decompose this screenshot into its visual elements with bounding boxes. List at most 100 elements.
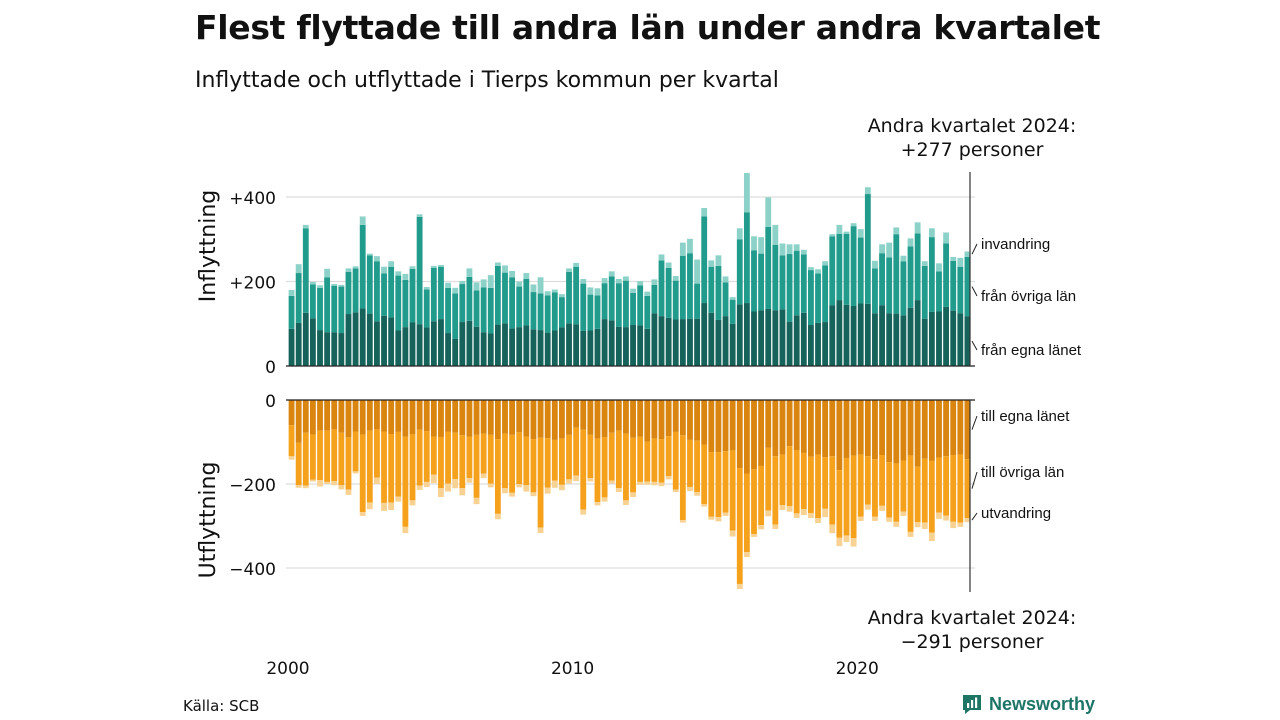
inflow-bar-från-övriga-län — [843, 233, 850, 305]
outflow-bar-till-egna-länet — [523, 400, 530, 437]
outflow-bar-utvandring — [509, 492, 516, 497]
newsworthy-logo-icon — [963, 695, 981, 714]
outflow-bar-till-egna-länet — [928, 400, 935, 461]
inflow-bar-invandring — [523, 273, 530, 279]
outflow-bar-utvandring — [829, 524, 836, 534]
inflow-bar-från-egna-länet — [523, 325, 530, 366]
inflow-series-label: invandring — [981, 236, 1050, 253]
outflow-tick-label: −200 — [229, 476, 276, 496]
outflow-bar-utvandring — [558, 484, 565, 491]
outflow-bar-till-egna-länet — [324, 400, 331, 431]
outflow-bar-till-övriga-län — [487, 434, 494, 484]
inflow-bar-invandring — [843, 231, 850, 234]
outflow-bar-till-egna-länet — [957, 400, 964, 455]
outflow-bar-till-övriga-län — [786, 446, 793, 507]
outflow-bar-till-övriga-län — [679, 435, 686, 521]
inflow-bar-från-övriga-län — [687, 253, 693, 319]
outflow-bar-till-övriga-län — [822, 457, 829, 509]
outflow-bar-utvandring — [430, 474, 437, 484]
outflow-bar-till-egna-länet — [317, 400, 323, 431]
inflow-bar-från-övriga-län — [658, 260, 665, 317]
outflow-bar-till-övriga-län — [402, 436, 409, 527]
outflow-bar-till-övriga-län — [573, 427, 580, 476]
outflow-bar-till-egna-länet — [459, 400, 466, 436]
inflow-bar-från-egna-länet — [793, 315, 800, 366]
outflow-bar-till-övriga-län — [409, 434, 416, 501]
outflow-bar-till-övriga-län — [295, 442, 302, 486]
inflow-bar-invandring — [338, 284, 345, 287]
inflow-bar-från-egna-länet — [722, 316, 729, 366]
outflow-bar-till-egna-länet — [715, 400, 722, 453]
outflow-bar-till-övriga-län — [338, 432, 345, 486]
outflow-bar-till-egna-länet — [793, 400, 800, 451]
inflow-bar-från-övriga-län — [850, 226, 857, 306]
inflow-bar-från-egna-länet — [288, 328, 295, 366]
inflow-bar-från-övriga-län — [374, 261, 380, 322]
inflow-bar-invandring — [836, 224, 843, 234]
outflow-bar-utvandring — [672, 489, 679, 492]
outflow-bar-till-egna-länet — [893, 400, 900, 464]
outflow-bar-till-egna-länet — [779, 400, 786, 455]
outflow-bar-utvandring — [423, 481, 430, 487]
outflow-bar-till-övriga-län — [594, 438, 601, 503]
outflow-bar-till-övriga-län — [651, 438, 658, 482]
outflow-bar-utvandring — [381, 502, 387, 511]
outflow-bar-utvandring — [936, 512, 942, 519]
outflow-bar-utvandring — [374, 477, 380, 484]
outflow-bar-till-egna-länet — [309, 400, 316, 435]
inflow-bar-från-övriga-län — [679, 255, 686, 320]
inflow-bar-invandring — [879, 244, 885, 254]
inflow-bar-invandring — [765, 197, 772, 227]
inflow-bar-från-egna-länet — [672, 319, 679, 366]
inflow-bar-från-egna-länet — [687, 318, 693, 366]
outflow-bar-till-egna-länet — [601, 400, 608, 437]
outflow-bar-till-övriga-län — [566, 434, 572, 480]
inflow-bar-från-egna-länet — [487, 333, 494, 366]
outflow-bar-till-övriga-län — [964, 459, 971, 519]
inflow-bar-invandring — [886, 242, 893, 258]
outflow-bar-till-egna-länet — [857, 400, 864, 455]
inflow-bar-invandring — [943, 232, 950, 244]
outflow-bar-utvandring — [494, 513, 501, 520]
inflow-bar-invandring — [921, 261, 928, 266]
inflow-bar-invandring — [594, 288, 601, 296]
inflow-bar-från-övriga-län — [295, 273, 302, 323]
inflow-bar-från-övriga-län — [459, 284, 466, 323]
inflow-bar-från-övriga-län — [630, 292, 636, 326]
inflow-bar-invandring — [758, 237, 765, 254]
outflow-bar-till-egna-länet — [644, 400, 651, 442]
outflow-bar-till-övriga-län — [466, 436, 473, 479]
inflow-bar-invandring — [580, 278, 587, 284]
inflow-bar-från-egna-länet — [438, 319, 444, 366]
inflow-bar-från-egna-länet — [907, 307, 914, 366]
outflow-bar-utvandring — [822, 508, 829, 518]
outflow-bar-till-egna-länet — [587, 400, 594, 435]
outflow-bar-till-övriga-län — [715, 452, 722, 518]
inflow-bar-invandring — [381, 266, 387, 274]
inflow-bar-från-övriga-län — [964, 257, 971, 317]
outflow-bar-till-övriga-län — [836, 470, 843, 538]
outflow-bar-till-egna-länet — [815, 400, 821, 455]
source-note: Källa: SCB — [183, 697, 260, 715]
outflow-bar-utvandring — [573, 475, 580, 482]
inflow-label-leader — [971, 286, 978, 297]
outflow-bar-utvandring — [715, 517, 722, 522]
outflow-bar-utvandring — [395, 496, 402, 502]
inflow-bar-från-egna-länet — [921, 318, 928, 366]
outflow-bar-utvandring — [687, 486, 693, 492]
outflow-axis-title: Utflyttning — [196, 462, 221, 579]
outflow-bar-till-egna-länet — [843, 400, 850, 458]
inflow-bar-från-egna-länet — [309, 318, 316, 366]
outflow-bar-till-övriga-län — [530, 439, 537, 493]
inflow-bar-från-egna-länet — [359, 308, 366, 366]
inflow-bar-från-övriga-län — [324, 277, 331, 333]
outflow-bar-till-egna-länet — [914, 400, 921, 467]
outflow-bar-till-egna-länet — [395, 400, 402, 432]
outflow-bar-till-övriga-län — [430, 436, 437, 475]
outflow-bar-till-övriga-län — [722, 451, 729, 513]
outflow-bar-till-egna-länet — [694, 400, 700, 441]
inflow-bar-från-egna-länet — [679, 319, 686, 366]
outflow-bar-till-egna-länet — [658, 400, 665, 440]
outflow-bar-utvandring — [843, 535, 850, 542]
outflow-bar-till-övriga-län — [879, 455, 885, 506]
